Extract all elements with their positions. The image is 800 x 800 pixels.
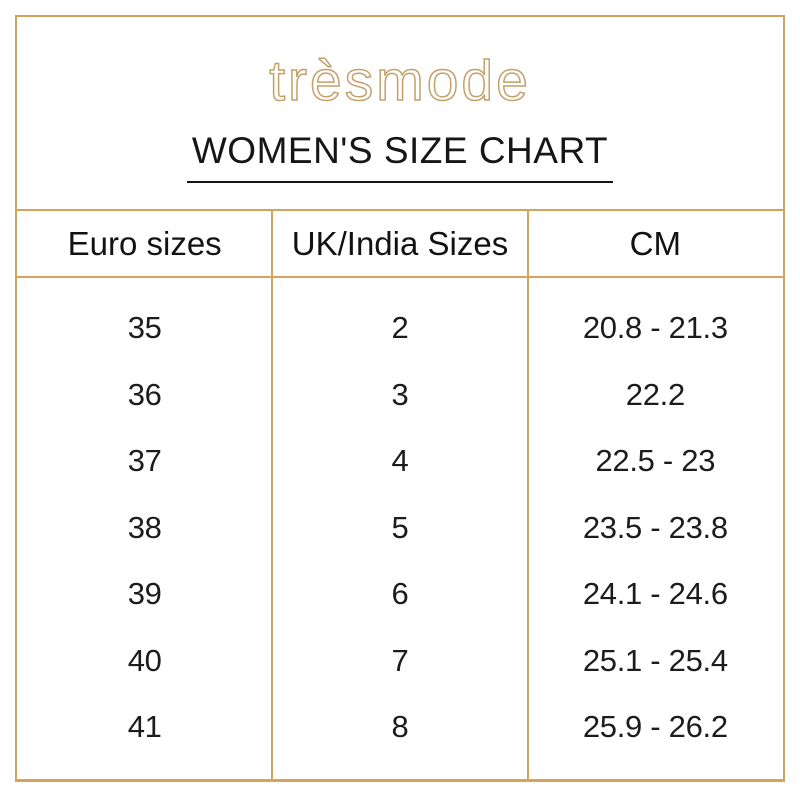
table-cell: 8 — [391, 709, 409, 745]
table-cell: 4 — [391, 443, 409, 479]
table-cell: 5 — [391, 509, 409, 545]
gold-border-frame: trèsmode WOMEN'S SIZE CHART Euro sizes U… — [15, 15, 785, 782]
table-cell: 20.8 - 21.3 — [582, 310, 728, 346]
table-body: 35 2 20.8 - 21.3 36 3 22.2 37 4 22.5 - 23 38 5 23.5… — [17, 278, 783, 779]
column-header-cm: CM — [629, 224, 681, 262]
column-divider-2 — [526, 211, 529, 779]
table-cell: 2 — [391, 310, 409, 346]
page-title: WOMEN'S SIZE CHART — [186, 130, 614, 183]
table-cell: 6 — [391, 576, 409, 612]
brand-logo: trèsmode — [268, 49, 531, 113]
table-cell: 25.9 - 26.2 — [582, 709, 728, 745]
column-header-euro-sizes: Euro sizes — [67, 224, 222, 262]
table-row: 35 2 20.8 - 21.3 — [17, 295, 783, 362]
table-cell: 41 — [127, 709, 162, 745]
table-row: 38 5 23.5 - 23.8 — [17, 495, 783, 562]
table-cell: 35 — [127, 310, 162, 346]
table-cell: 22.5 - 23 — [595, 443, 716, 479]
table-cell: 22.2 — [625, 376, 685, 412]
table-cell: 3 — [391, 376, 409, 412]
table-cell: 7 — [391, 642, 409, 678]
column-divider-1 — [271, 211, 274, 779]
table-cell: 37 — [127, 443, 162, 479]
table-cell: 25.1 - 25.4 — [582, 642, 728, 678]
table-cell: 23.5 - 23.8 — [582, 509, 728, 545]
table-cell: 39 — [127, 576, 162, 612]
size-chart-table: Euro sizes UK/India Sizes CM 35 2 20.8 - 2… — [17, 209, 783, 779]
table-cell: 24.1 - 24.6 — [582, 576, 728, 612]
table-cell: 38 — [127, 509, 162, 545]
page-title-wrap: WOMEN'S SIZE CHART — [17, 130, 783, 183]
table-row: 37 4 22.5 - 23 — [17, 428, 783, 495]
table-row: 36 3 22.2 — [17, 362, 783, 429]
table-row: 39 6 24.1 - 24.6 — [17, 561, 783, 628]
table-row: 40 7 25.1 - 25.4 — [17, 628, 783, 695]
table-cell: 36 — [127, 376, 162, 412]
table-cell: 40 — [127, 642, 162, 678]
table-row: 41 8 25.9 - 26.2 — [17, 694, 783, 761]
column-header-uk-india-sizes: UK/India Sizes — [291, 224, 509, 262]
table-header-row: Euro sizes UK/India Sizes CM — [17, 211, 783, 278]
